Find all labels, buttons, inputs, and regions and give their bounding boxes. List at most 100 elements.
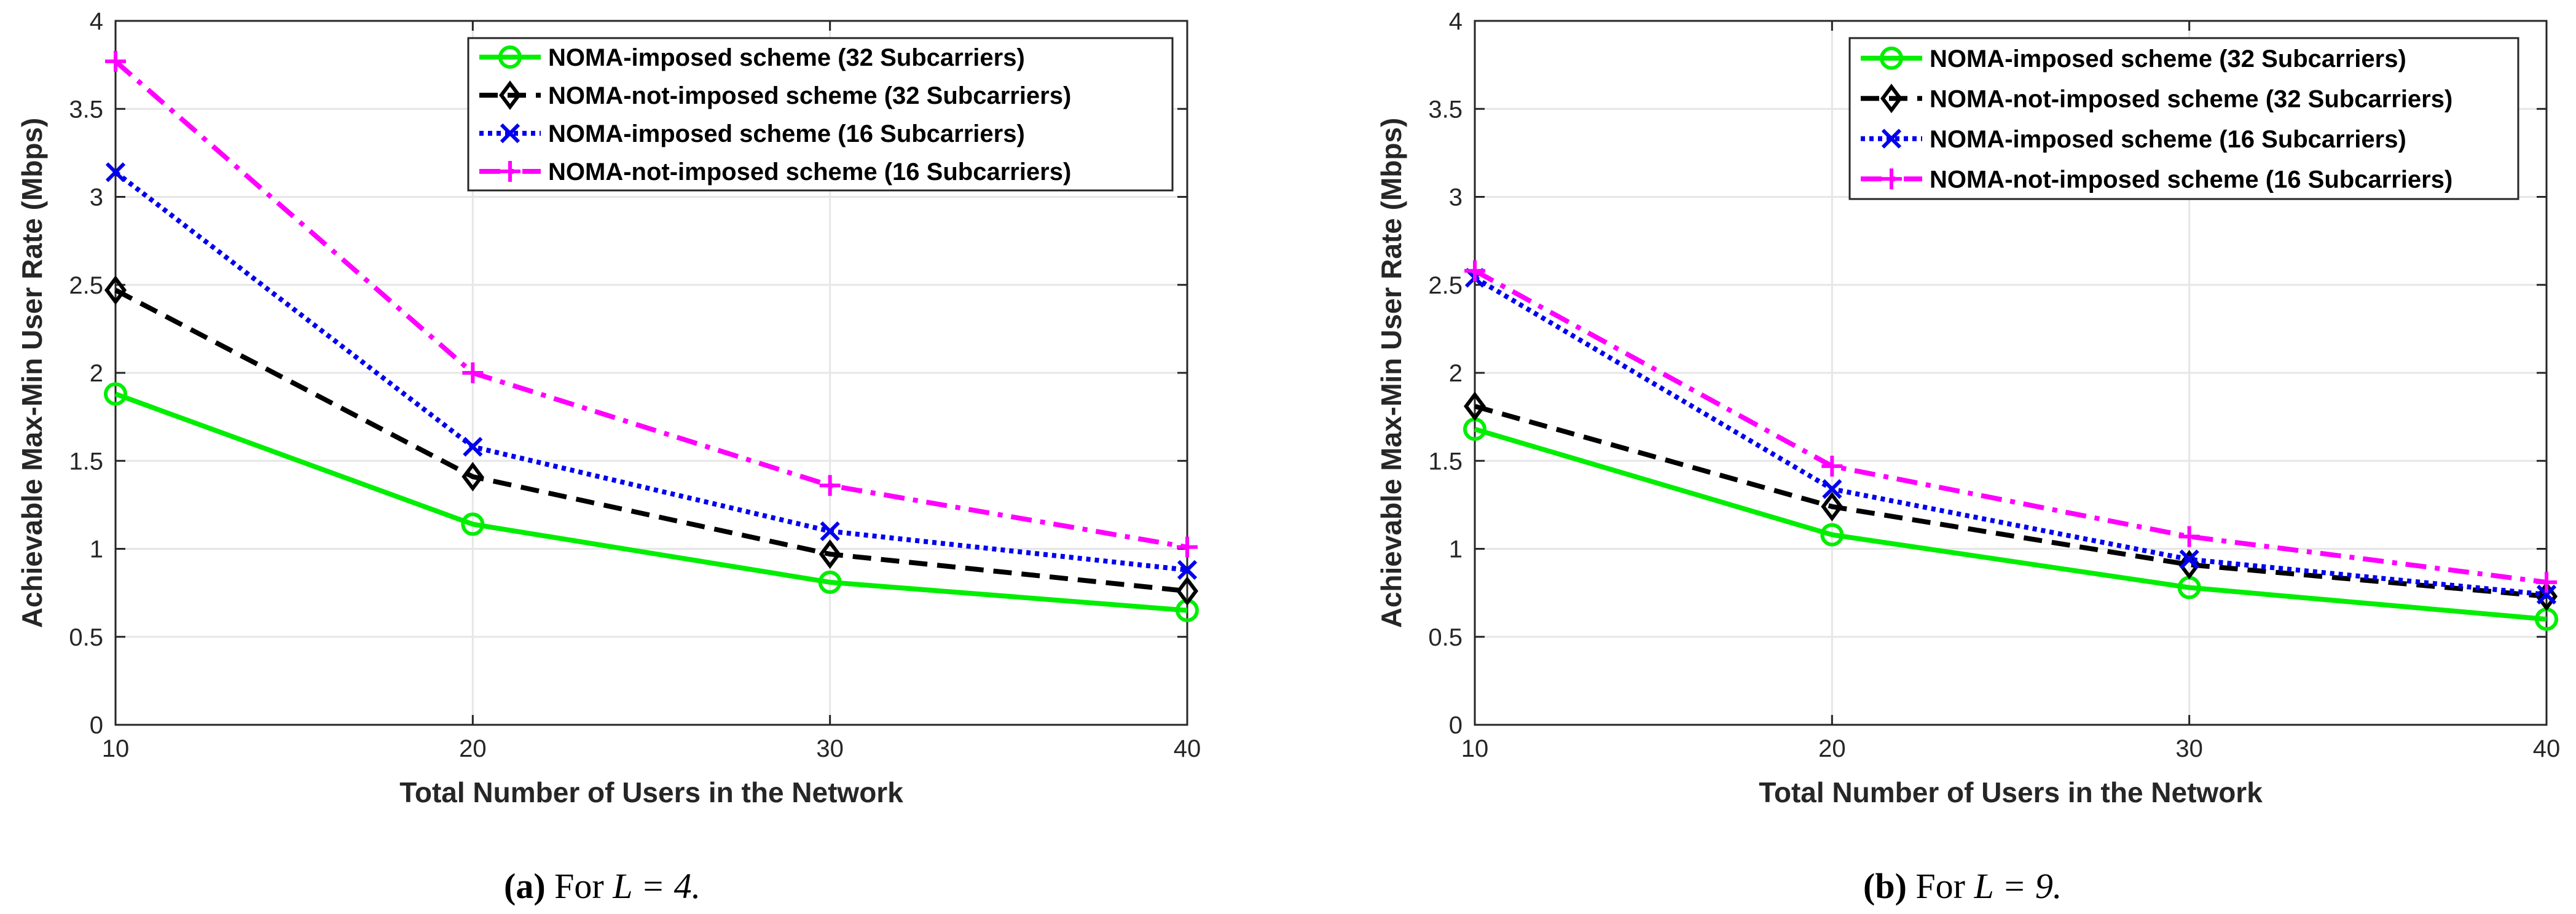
data-point: [1821, 491, 1844, 521]
series-noma-imposed-32: [104, 382, 1199, 622]
legend-marker: [498, 45, 522, 69]
series-line: [114, 287, 1188, 594]
y-tick-label: 4: [90, 8, 103, 35]
data-point: [1822, 478, 1842, 499]
legend-entry: NOMA-imposed scheme (32 Subcarriers): [548, 44, 1025, 71]
data-point: [105, 162, 126, 182]
y-tick-label: 2: [90, 360, 103, 387]
caption-label: (a): [504, 866, 546, 906]
data-point: [1464, 391, 1486, 421]
x-tick-label: 40: [2533, 735, 2561, 762]
y-tick-label: 3.5: [1428, 96, 1463, 123]
legend-marker: [500, 123, 520, 144]
legend-marker: [499, 80, 521, 110]
legend: NOMA-imposed scheme (32 Subcarriers) NOMA…: [467, 37, 1174, 192]
legend-box: [467, 37, 1174, 192]
series-line: [1474, 268, 2547, 585]
legend-marker: [1880, 46, 1903, 70]
caption-text: For: [546, 866, 613, 906]
y-tick-label: 2.5: [69, 272, 103, 299]
legend-entry: NOMA-not-imposed scheme (32 Subcarriers): [548, 82, 1071, 109]
figure-caption: (a) For L = 4.: [504, 866, 701, 906]
data-point: [461, 462, 484, 492]
legend-entry: NOMA-not-imposed scheme (32 Subcarriers): [1930, 85, 2452, 112]
legend-box: [1848, 37, 2519, 200]
caption-label: (b): [1863, 866, 1907, 906]
series-line: [114, 170, 1188, 572]
y-tick-label: 1.5: [1428, 448, 1463, 475]
data-point: [2179, 549, 2199, 569]
series-line: [1473, 275, 2547, 597]
data-point: [819, 539, 841, 569]
series-line: [114, 59, 1188, 550]
x-tick-label: 40: [1174, 735, 1201, 762]
data-point: [2536, 584, 2557, 605]
data-point: [1821, 455, 1843, 477]
series-noma-not-imposed-32: [104, 275, 1198, 606]
series-noma-not-imposed-16: [1464, 260, 2557, 593]
y-tick-label: 2: [1449, 360, 1463, 387]
x-tick-label: 20: [1818, 735, 1846, 762]
data-point: [1464, 260, 1485, 281]
legend: NOMA-imposed scheme (32 Subcarriers) NOMA…: [1848, 37, 2519, 200]
y-tick-label: 0.5: [69, 624, 103, 651]
chart-panel-b: 0 0.5 1 1.5 2 2.5 3 3.5 4 10 20 30 40 Total Number of…: [1375, 8, 2560, 808]
y-tick-label: 3: [90, 184, 103, 211]
series-line: [1474, 426, 2547, 622]
caption-math: L = 4.: [612, 866, 701, 906]
x-axis-label: Total Number of Users in the Network: [399, 776, 903, 808]
data-point: [820, 521, 840, 541]
x-tick-label: 20: [459, 735, 487, 762]
y-tick-label: 0.5: [1428, 624, 1463, 651]
data-point: [104, 275, 127, 305]
legend-entry: NOMA-imposed scheme (16 Subcarriers): [548, 120, 1025, 147]
legend-marker: [1881, 128, 1902, 149]
data-point: [1177, 536, 1198, 558]
data-point: [1176, 576, 1198, 606]
data-point: [1820, 523, 1844, 547]
x-tick-label: 10: [1461, 735, 1489, 762]
data-point: [461, 512, 485, 536]
series-line: [114, 391, 1188, 613]
data-point: [463, 437, 483, 457]
data-point: [2536, 571, 2557, 593]
x-tick-label: 30: [2175, 735, 2203, 762]
legend-entry: NOMA-not-imposed scheme (16 Subcarriers): [1930, 166, 2452, 193]
legend-marker: [1881, 168, 1902, 190]
data-point: [2535, 581, 2558, 611]
y-axis-label: Achievable Max-Min User Rate (Mbps): [16, 118, 48, 628]
y-tick-label: 1: [90, 536, 103, 563]
legend-entry: NOMA-not-imposed scheme (16 Subcarriers): [548, 158, 1071, 186]
x-tick-label: 30: [816, 735, 844, 762]
caption-math: L = 9.: [1973, 866, 2062, 906]
y-tick-label: 1: [1449, 536, 1463, 563]
chart-panel-a: 0 0.5 1 1.5 2 2.5 3 3.5 4 10 20 30 40 Total Number of…: [16, 8, 1201, 808]
y-tick-label: 4: [1449, 8, 1463, 35]
y-tick-label: 1.5: [69, 448, 103, 475]
x-axis-label: Total Number of Users in the Network: [1759, 776, 2263, 808]
data-point: [818, 570, 842, 594]
data-point: [819, 475, 841, 496]
y-tick-label: 3: [1449, 184, 1463, 211]
legend-marker: [500, 161, 520, 182]
figure-caption: (b) For L = 9.: [1863, 866, 2062, 906]
data-point: [462, 362, 484, 383]
y-tick-label: 0: [90, 712, 103, 739]
caption-text: For: [1907, 866, 1974, 906]
y-axis-label: Achievable Max-Min User Rate (Mbps): [1375, 118, 1407, 628]
data-point: [1177, 560, 1198, 580]
series-noma-imposed-16: [105, 162, 1198, 580]
x-tick-label: 10: [102, 735, 130, 762]
legend-marker: [1880, 84, 1903, 114]
series-line: [1474, 404, 2547, 599]
legend-entry: NOMA-imposed scheme (32 Subcarriers): [1930, 45, 2406, 72]
y-tick-label: 3.5: [69, 96, 103, 123]
legend-entry: NOMA-imposed scheme (16 Subcarriers): [1930, 126, 2406, 153]
data-point: [2178, 526, 2200, 547]
data-point: [104, 382, 127, 406]
y-tick-label: 0: [1449, 712, 1463, 739]
series-noma-not-imposed-16: [105, 50, 1198, 558]
y-tick-label: 2.5: [1428, 272, 1463, 299]
data-point: [105, 50, 126, 72]
